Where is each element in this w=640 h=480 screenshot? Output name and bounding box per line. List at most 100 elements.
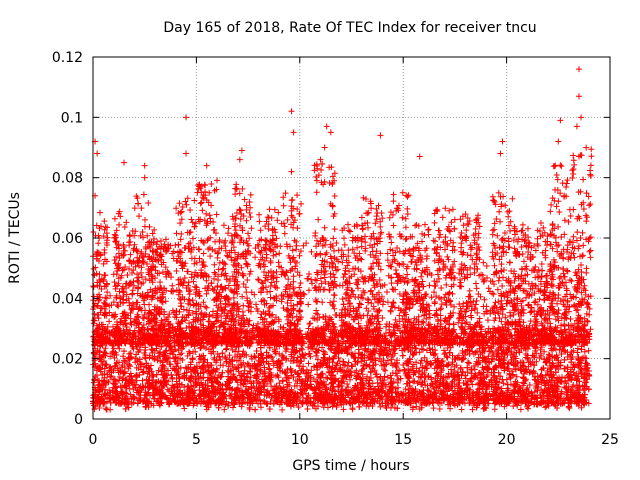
data-point — [491, 406, 498, 413]
data-point — [177, 364, 184, 371]
data-point — [241, 367, 248, 374]
data-point — [453, 362, 460, 369]
data-point — [221, 406, 228, 413]
data-point — [335, 354, 342, 361]
data-point — [458, 406, 465, 413]
data-point — [222, 346, 229, 353]
data-point — [388, 360, 395, 367]
data-point — [416, 349, 423, 356]
data-point — [470, 363, 477, 370]
data-point — [412, 345, 419, 352]
data-point — [180, 373, 187, 380]
data-point — [298, 345, 305, 352]
data-point — [561, 365, 568, 372]
data-point — [469, 381, 476, 388]
data-point — [552, 377, 559, 384]
data-point — [217, 362, 224, 369]
data-point — [328, 346, 335, 353]
data-point — [301, 355, 308, 362]
data-point — [246, 404, 253, 411]
data-point — [429, 399, 436, 406]
data-point — [304, 405, 311, 412]
data-point — [117, 367, 124, 374]
data-point — [377, 403, 384, 410]
data-point — [235, 357, 242, 364]
data-point — [103, 406, 110, 413]
data-point — [420, 346, 427, 353]
data-point — [572, 361, 579, 368]
data-point — [162, 348, 169, 355]
data-point — [279, 406, 286, 413]
data-point — [181, 405, 188, 412]
data-point — [344, 381, 351, 388]
data-point — [297, 358, 304, 365]
data-point — [329, 343, 336, 350]
data-point — [464, 359, 471, 366]
data-point — [91, 406, 98, 413]
data-point — [536, 354, 543, 361]
data-point — [295, 404, 302, 411]
data-point — [252, 406, 259, 413]
data-point — [409, 404, 416, 411]
data-point — [399, 352, 406, 359]
data-point — [113, 360, 120, 367]
data-point — [218, 373, 225, 380]
data-point — [260, 398, 267, 405]
data-point — [394, 372, 401, 379]
data-point — [216, 353, 223, 360]
data-point — [413, 365, 420, 372]
data-point — [538, 386, 545, 393]
data-point — [375, 383, 382, 390]
chart-title: Day 165 of 2018, Rate Of TEC Index for r… — [163, 20, 536, 36]
data-point — [305, 360, 312, 367]
data-point — [463, 381, 470, 388]
data-points — [90, 66, 595, 413]
data-point — [562, 384, 569, 391]
data-point — [102, 345, 109, 352]
data-point — [223, 345, 230, 352]
data-point — [107, 374, 114, 381]
data-point — [134, 400, 141, 407]
data-point — [178, 381, 185, 388]
data-point — [505, 360, 512, 367]
data-point — [382, 367, 389, 374]
data-point — [102, 405, 109, 412]
data-point — [321, 351, 328, 358]
data-point — [345, 367, 352, 374]
data-point — [196, 387, 203, 394]
data-point — [176, 375, 183, 382]
data-point — [266, 365, 273, 372]
data-point — [425, 388, 432, 395]
data-point — [120, 353, 127, 360]
data-point — [468, 367, 475, 374]
data-point — [116, 345, 123, 352]
data-point — [500, 380, 507, 387]
data-point — [226, 392, 233, 399]
data-point — [307, 353, 314, 360]
data-point — [585, 347, 592, 354]
data-point — [517, 406, 524, 413]
data-point — [266, 406, 273, 413]
data-point — [266, 366, 273, 373]
data-point — [436, 406, 443, 413]
data-point — [400, 361, 407, 368]
data-point — [430, 405, 437, 412]
data-point — [344, 389, 351, 396]
data-point — [346, 376, 353, 383]
data-point — [130, 399, 137, 406]
data-point — [371, 367, 378, 374]
data-point — [364, 373, 371, 380]
data-point — [340, 358, 347, 365]
data-point — [272, 373, 279, 380]
data-point — [480, 405, 487, 412]
data-point — [388, 375, 395, 382]
data-point — [214, 351, 221, 358]
data-point — [418, 345, 425, 352]
data-point — [141, 350, 148, 357]
data-point — [168, 371, 175, 378]
data-point — [116, 373, 123, 380]
data-point — [125, 378, 132, 385]
data-point — [444, 362, 451, 369]
